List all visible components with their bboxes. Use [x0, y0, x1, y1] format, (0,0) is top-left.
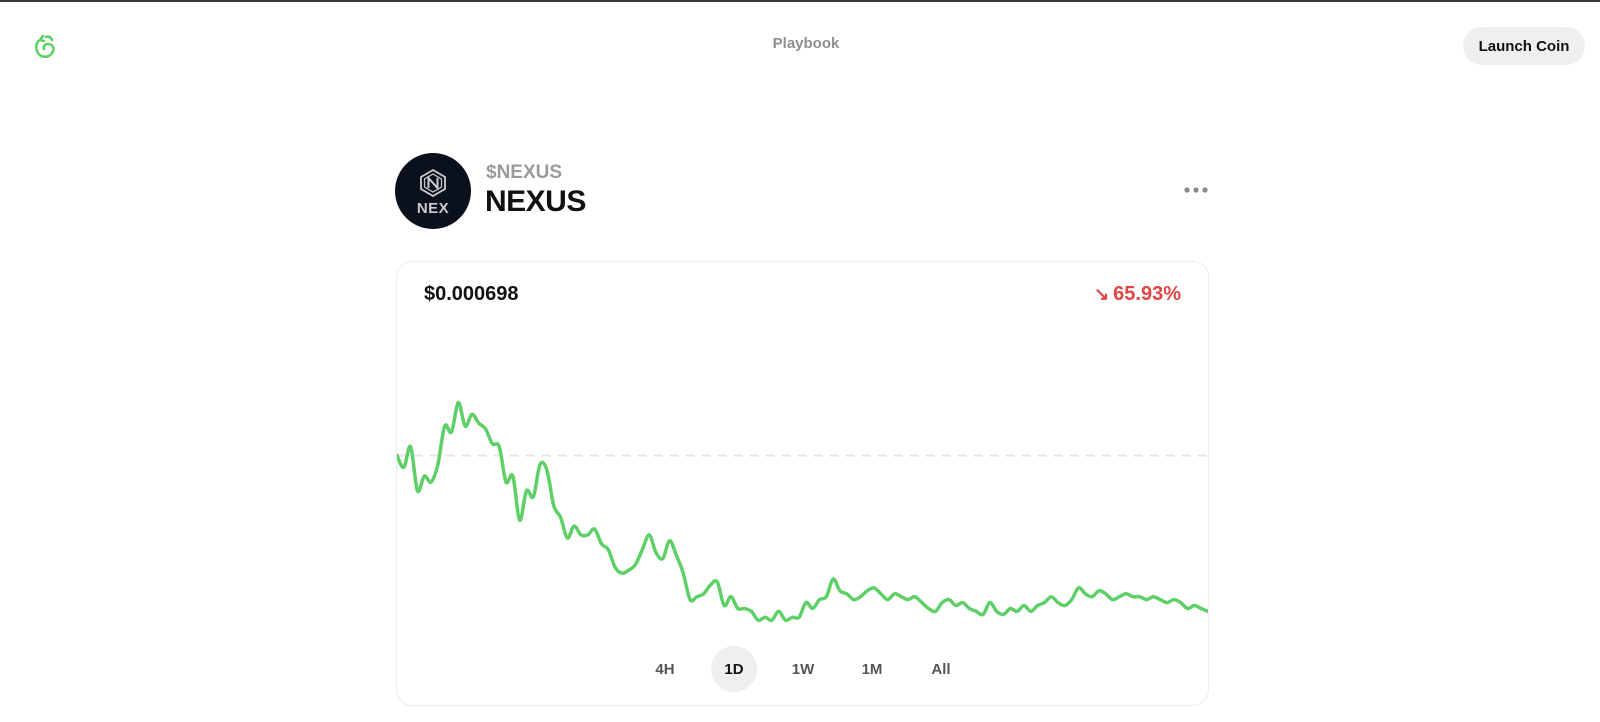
range-all-button[interactable]: All	[918, 646, 964, 692]
token-name: NEXUS	[485, 185, 586, 218]
ellipsis-icon[interactable]	[1180, 178, 1212, 202]
price-change: ↘ 65.93%	[1094, 283, 1181, 306]
top-border	[0, 0, 1600, 2]
price-series-line	[397, 400, 1208, 623]
price-chart-card: $0.000698 ↘ 65.93% 4H 1D 1W 1M All	[396, 261, 1209, 706]
leaf-swirl-logo-icon[interactable]	[30, 32, 60, 62]
current-price: $0.000698	[424, 283, 519, 305]
time-range-selector: 4H 1D 1W 1M All	[642, 646, 964, 692]
range-1m-button[interactable]: 1M	[849, 646, 895, 692]
nav-link-playbook[interactable]: Playbook	[772, 35, 840, 52]
token-avatar: NEX	[395, 153, 471, 229]
launch-coin-button[interactable]: Launch Coin	[1463, 27, 1585, 65]
range-1w-button[interactable]: 1W	[780, 646, 826, 692]
range-4h-button[interactable]: 4H	[642, 646, 688, 692]
token-ticker: $NEXUS	[486, 162, 563, 183]
price-chart	[397, 400, 1208, 623]
price-change-value: 65.93%	[1113, 283, 1181, 305]
range-1d-button[interactable]: 1D	[711, 646, 757, 692]
arrow-down-right-icon: ↘	[1094, 284, 1110, 304]
avatar-label: NEX	[416, 199, 450, 217]
nexus-logo-icon	[420, 168, 446, 197]
